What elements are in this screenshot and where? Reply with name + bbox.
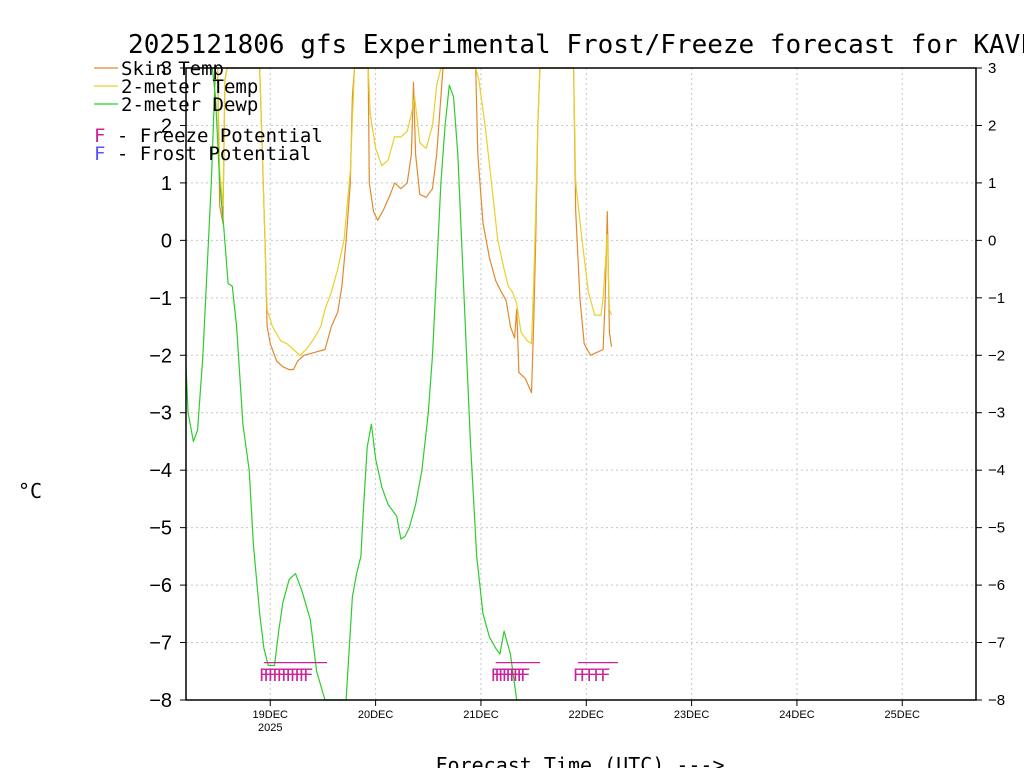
x-tick-sublabel: 2025: [258, 722, 282, 734]
y-tick-label-right: 3: [988, 60, 996, 77]
freeze-marker: F: [586, 666, 596, 686]
freeze-marker: F: [516, 666, 526, 686]
y-tick-label-right: −5: [988, 520, 1005, 537]
freeze-marker: F: [263, 666, 273, 686]
freeze-marker: F: [520, 666, 530, 686]
grid: [186, 67, 976, 701]
frost-legend-entry: F - Frost Potential: [94, 143, 311, 165]
freeze-legend-label: - Freeze Potential: [105, 125, 322, 147]
y-tick-label-right: −2: [988, 347, 1005, 364]
x-tick-label: 21DEC: [463, 709, 499, 721]
y-tick-label-right: 0: [988, 232, 996, 249]
y-tick-label: −8: [149, 690, 172, 712]
y-tick-label-right: −1: [988, 290, 1005, 307]
x-tick-label: 23DEC: [674, 709, 710, 721]
y-tick-label-right: −6: [988, 577, 1005, 594]
y-tick-label-right: −3: [988, 405, 1005, 422]
freeze-marker: F: [259, 666, 269, 686]
y-tick-label: 3: [161, 58, 172, 80]
freeze-marker: F: [513, 666, 523, 686]
data-series: [185, 67, 613, 701]
freeze-marker: F: [268, 666, 278, 686]
y-tick-label-right: −7: [988, 635, 1005, 652]
freeze-marker: F: [272, 666, 282, 686]
axis-ticks: −8 −8 −7 −7 −6 −6 −5 −5 −4 −4 −3 −3 −2 −2 −1 −1 0 0 1 1 2 2 3 3…: [149, 58, 1005, 734]
y-tick-label: −4: [149, 460, 172, 482]
freeze-marker: F: [573, 666, 583, 686]
freeze-marker: F: [509, 666, 519, 686]
freeze-marker: F: [277, 666, 287, 686]
freeze-legend-letter: F: [94, 125, 105, 147]
freeze-marker: F: [303, 666, 313, 686]
y-tick-label-right: −4: [988, 462, 1005, 479]
freeze-marker: F: [294, 666, 304, 686]
y-tick-label: 2: [161, 115, 172, 137]
freeze-marker: F: [285, 666, 295, 686]
y-tick-label: 0: [161, 230, 172, 252]
skin-legend-label: Skin Temp: [121, 58, 224, 80]
freeze-marker: F: [505, 666, 515, 686]
y-tick-label: −5: [149, 518, 172, 540]
frost-legend-letter: F: [94, 143, 105, 165]
freeze-marker: F: [290, 666, 300, 686]
x-tick-label: 20DEC: [358, 709, 394, 721]
x-tick-label: 25DEC: [885, 709, 921, 721]
freeze-marker: F: [502, 666, 512, 686]
freeze-marker: F: [281, 666, 291, 686]
dewp-legend-label: 2-meter Dewp: [121, 94, 258, 116]
freeze-marker: F: [299, 666, 309, 686]
y-tick-label-right: 2: [988, 117, 996, 134]
frost-legend-label: - Frost Potential: [105, 143, 311, 165]
y-tick-label: −6: [149, 575, 172, 597]
freeze-marker: F: [494, 666, 504, 686]
freeze-marker: F: [580, 666, 590, 686]
temp2m-legend-label: 2-meter Temp: [121, 76, 258, 98]
freeze-marker: F: [491, 666, 501, 686]
skin-series-line: [215, 67, 613, 394]
y-tick-label: −2: [149, 345, 172, 367]
y-tick-label-right: 1: [988, 175, 996, 192]
freeze-legend-entry: F - Freeze Potential: [94, 125, 323, 147]
temp2m-series-line: [215, 67, 613, 356]
plot-frame: [185, 67, 977, 701]
freeze-marker: F: [498, 666, 508, 686]
y-tick-label: −7: [149, 633, 172, 655]
x-axis-label: Forecast Time (UTC) --->: [436, 753, 725, 768]
dewp-series-line: [185, 67, 518, 701]
freeze-marker: F: [593, 666, 603, 686]
y-tick-label-right: −8: [988, 692, 1005, 709]
y-tick-label: −1: [149, 288, 172, 310]
x-tick-label: 22DEC: [569, 709, 605, 721]
x-tick-label: 24DEC: [779, 709, 815, 721]
x-tick-label: 19DEC: [253, 709, 289, 721]
freeze-marker: F: [600, 666, 610, 686]
y-tick-label: 1: [161, 173, 172, 195]
chart-title: 2025121806 gfs Experimental Frost/Freeze…: [128, 30, 1024, 60]
y-axis-label: °C: [18, 479, 42, 503]
y-tick-label: −3: [149, 403, 172, 425]
